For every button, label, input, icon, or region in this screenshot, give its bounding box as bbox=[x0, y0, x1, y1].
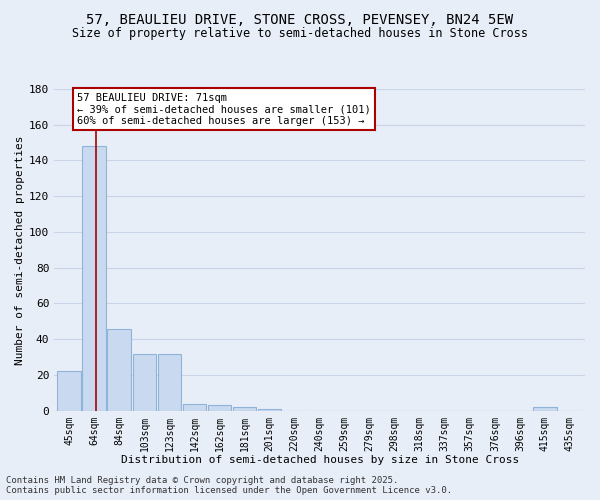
Bar bbox=[133, 354, 156, 410]
Bar bbox=[533, 407, 557, 410]
X-axis label: Distribution of semi-detached houses by size in Stone Cross: Distribution of semi-detached houses by … bbox=[121, 455, 519, 465]
Text: 57, BEAULIEU DRIVE, STONE CROSS, PEVENSEY, BN24 5EW: 57, BEAULIEU DRIVE, STONE CROSS, PEVENSE… bbox=[86, 12, 514, 26]
Bar bbox=[208, 406, 232, 410]
Bar bbox=[182, 404, 206, 410]
Bar bbox=[233, 407, 256, 410]
Text: Size of property relative to semi-detached houses in Stone Cross: Size of property relative to semi-detach… bbox=[72, 28, 528, 40]
Text: 57 BEAULIEU DRIVE: 71sqm
← 39% of semi-detached houses are smaller (101)
60% of : 57 BEAULIEU DRIVE: 71sqm ← 39% of semi-d… bbox=[77, 92, 371, 126]
Text: Contains HM Land Registry data © Crown copyright and database right 2025.
Contai: Contains HM Land Registry data © Crown c… bbox=[6, 476, 452, 495]
Bar bbox=[82, 146, 106, 410]
Bar bbox=[58, 372, 81, 410]
Y-axis label: Number of semi-detached properties: Number of semi-detached properties bbox=[15, 135, 25, 364]
Bar bbox=[257, 409, 281, 410]
Bar bbox=[158, 354, 181, 410]
Bar bbox=[107, 328, 131, 410]
